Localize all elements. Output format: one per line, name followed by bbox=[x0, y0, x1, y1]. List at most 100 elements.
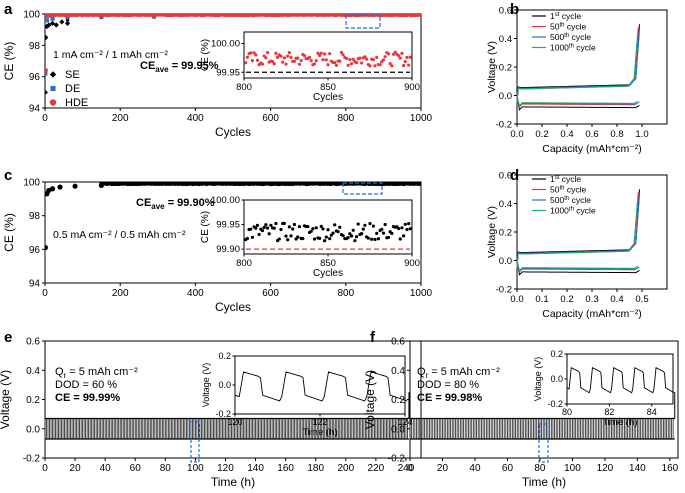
panel-b-ytick-label: -0.2 bbox=[496, 120, 512, 131]
panel-c-inset-point bbox=[269, 223, 273, 227]
panel-f-xtick-label: 60 bbox=[502, 463, 514, 474]
panel-a-series-de-point bbox=[45, 18, 49, 23]
panel-a-series-se-point bbox=[53, 22, 59, 28]
panel-c-inset-point bbox=[262, 225, 266, 230]
panel-c-inset-point bbox=[403, 222, 407, 226]
panel-a-inset-point bbox=[365, 57, 369, 61]
panel-e-axes: 0 20 40 60 80 100 120 140 160 180 200 220 240-0.20.0… bbox=[0, 337, 422, 489]
panel-d-ytick-label: 0.2 bbox=[499, 228, 512, 239]
panel-a-inset-point bbox=[388, 62, 392, 66]
panel-e-xtick-label: 200 bbox=[337, 463, 354, 474]
panel-f-inset-xlabel: Time (h) bbox=[602, 417, 637, 428]
panel-a-inset-point bbox=[407, 63, 411, 67]
panel-a-inset-point bbox=[316, 51, 320, 55]
panel-b-discharge-curve-500 bbox=[516, 95, 640, 108]
panel-e-ytick-label: 0.6 bbox=[26, 337, 40, 348]
panel-a-inset-ytick-label: 99.95 bbox=[216, 67, 240, 78]
panel-c-series-hde-point bbox=[49, 186, 56, 192]
panel-e-inset-xlabel: Time (h) bbox=[302, 427, 337, 438]
panel-a-inset-point bbox=[381, 58, 386, 62]
panel-a-inset-ytick-label: 100.00 bbox=[211, 39, 240, 50]
panel-c-inset-point bbox=[368, 221, 372, 226]
panel-a-label: a bbox=[4, 1, 13, 18]
panel-c-inset-point bbox=[301, 237, 305, 241]
panel-a-legend-hde: HDE bbox=[65, 97, 88, 109]
panel-c-inset-point bbox=[255, 223, 260, 227]
panel-b-ytick-label: 0.6 bbox=[499, 6, 512, 17]
panel-e-inset-ylabel: Voltage (V) bbox=[201, 363, 211, 408]
panel-e-xtick-label: 40 bbox=[100, 463, 112, 474]
panel-d-xtick-label: 0.3 bbox=[585, 294, 598, 305]
panel-c-inset-point bbox=[338, 225, 342, 229]
panel-a-inset-point bbox=[390, 64, 394, 68]
panel-a-inset-point bbox=[321, 58, 325, 62]
panel-a-inset-point bbox=[363, 55, 367, 59]
panel-e-inset-xtick-label: 122 bbox=[312, 417, 327, 427]
panel-b-xtick-label: 0.2 bbox=[535, 129, 548, 140]
panel-a-series-se-point bbox=[45, 89, 48, 95]
panel-c-inset-point bbox=[370, 237, 374, 241]
panel-c-inset-point bbox=[319, 224, 323, 228]
panel-a-series-se-point bbox=[59, 19, 65, 25]
panel-a-inset-point bbox=[341, 53, 345, 57]
panel-c-inset-point bbox=[306, 224, 310, 229]
panel-a-inset-point bbox=[358, 56, 362, 60]
panel-a-inset-point bbox=[250, 59, 254, 63]
panel-a-series-se-point bbox=[46, 22, 52, 28]
panel-a-inset-point bbox=[375, 55, 379, 59]
panel-e-xtick-label: 160 bbox=[277, 463, 294, 474]
panel-c-axes: 0 200 400 600 800 1000 94 96 98 100 Cycles CE (%) bbox=[2, 178, 433, 315]
panel-c-xtick-label: 600 bbox=[262, 288, 279, 299]
panel-c-inset-point bbox=[390, 231, 394, 236]
panel-a-inset-point bbox=[289, 55, 293, 60]
panel-f-inset-frame bbox=[566, 353, 674, 405]
panel-c-inset-point bbox=[354, 235, 359, 239]
panel-f-xtick-label: 20 bbox=[437, 463, 449, 474]
panel-a-inset-point bbox=[279, 54, 283, 58]
panel-e-inset-frame bbox=[234, 355, 406, 415]
panel-c-inset-point bbox=[376, 237, 380, 241]
panel-c-ce-average: CEave = 99.90% bbox=[136, 197, 215, 211]
panel-a-inset-xtick-label: 900 bbox=[404, 82, 420, 93]
panel-f-ce-text: CE = 99.98% bbox=[417, 392, 482, 404]
panel-a-inset-point bbox=[281, 60, 285, 64]
panel-c-inset-point bbox=[336, 230, 340, 234]
panel-c-inset-point bbox=[314, 226, 318, 230]
panel-c-ytick-label: 94 bbox=[29, 279, 41, 290]
panel-d-ytick-label: 0.4 bbox=[499, 199, 512, 210]
panel-a-inset-point bbox=[405, 55, 409, 60]
panel-a-inset-point bbox=[328, 52, 332, 56]
panel-a-series-de-point bbox=[152, 15, 156, 19]
panel-a-xtick-label: 0 bbox=[42, 113, 48, 124]
panel-d-xtick-label: 0.4 bbox=[610, 294, 623, 305]
panel-a-series-hde-point bbox=[418, 14, 421, 17]
panel-b-xtick-label: 0.6 bbox=[585, 129, 598, 140]
panel-c-inset-point bbox=[309, 229, 313, 233]
panel-c-xtick-label: 800 bbox=[337, 288, 354, 299]
panel-b-charge-curve-1 bbox=[516, 24, 640, 103]
panel-f-dod-text: DOD = 80 % bbox=[417, 379, 479, 391]
panel-a-inset-point bbox=[282, 56, 286, 60]
panel-c-inset-point bbox=[287, 225, 291, 229]
panel-a-axes: 0 200 400 600 800 1000 94 96 98 100 Cycles CE (%) bbox=[2, 10, 433, 140]
panel-c-inset-point bbox=[400, 226, 404, 230]
panel-a-legend-marker-hde bbox=[49, 99, 57, 106]
panel-c-inset-point bbox=[398, 237, 402, 241]
panel-f-ytick-label: 0.4 bbox=[391, 366, 405, 377]
panel-e-inset-xtick-label: 120 bbox=[227, 417, 242, 427]
panel-a-inset-point bbox=[344, 56, 349, 61]
panel-c-inset-point bbox=[381, 231, 386, 235]
panel-a-inset-point bbox=[323, 52, 327, 56]
panel-d-discharge-curve-50 bbox=[516, 260, 639, 273]
panel-a-series-de-point bbox=[45, 71, 48, 76]
panel-f-inset-ytick-label: 0.0 bbox=[550, 374, 563, 384]
panel-a-inset-point bbox=[354, 60, 359, 65]
panel-a-inset-ylabel: CE (%) bbox=[200, 39, 211, 71]
panel-f-inset-ytick-label: 0.2 bbox=[550, 349, 563, 359]
panel-c-zoom-box bbox=[342, 182, 383, 195]
panel-c-inset-point bbox=[371, 224, 375, 228]
panel-c-ytick-label: 98 bbox=[29, 211, 41, 222]
panel-c-inset-point bbox=[331, 231, 335, 235]
panel-a-inset-point bbox=[326, 63, 330, 67]
